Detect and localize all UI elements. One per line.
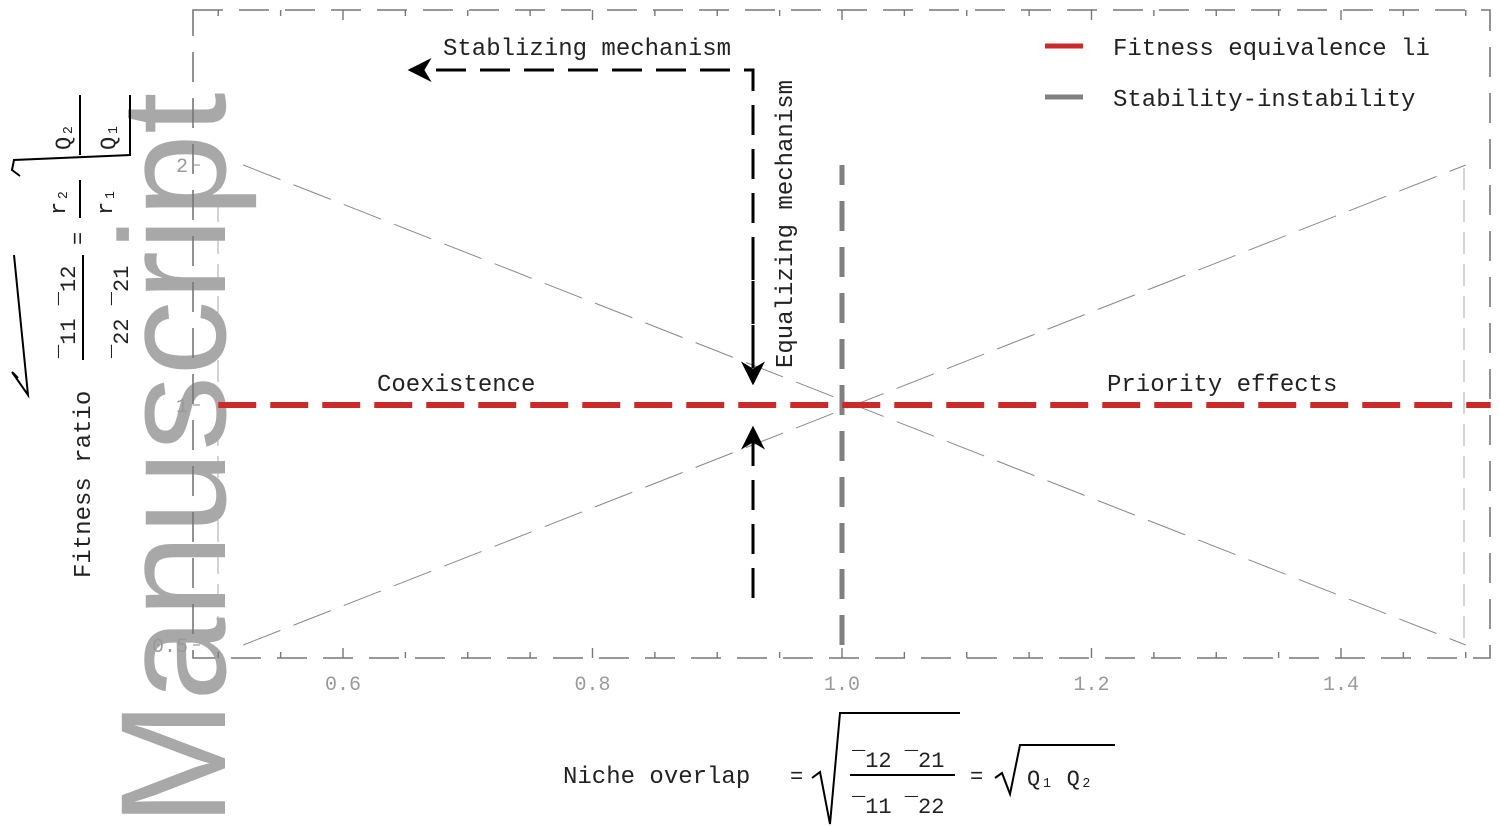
y-sqrt-bottom: Q₁ [97, 124, 122, 150]
coexistence-label: Coexistence [377, 372, 535, 399]
stabilizing-arrow [407, 58, 755, 355]
x-formula-equals-2: = [970, 765, 983, 790]
y-axis-title: Fitness ratio [71, 391, 98, 578]
y-sqrt-sign-2 [10, 95, 131, 177]
y-formula-equals: = [67, 232, 92, 245]
x-axis-label: Niche overlap = ‾12 ‾21 ‾11 ‾22 = Q₁ Q₂ [563, 712, 1115, 825]
top-ticks [217, 10, 1467, 20]
legend-label-stability: Stability-instability [1113, 87, 1415, 114]
x-sqrt-sign-2 [994, 744, 1115, 798]
x-tick-labels: 0.6 0.8 1.0 1.2 1.4 [325, 674, 1359, 697]
equalizing-label: Equalizing mechanism [773, 80, 800, 368]
y-frac-top: r₂ [47, 189, 72, 215]
y-sqrt-sign-1 [11, 254, 30, 399]
legend-label-fitness: Fitness equivalence li [1113, 36, 1430, 63]
x-tick-label: 0.8 [574, 674, 610, 697]
x-formula-equals-1: = [790, 765, 803, 790]
priority-effects-label: Priority effects [1107, 372, 1337, 399]
x-frac-top: ‾12 ‾21 [851, 749, 944, 774]
stabilizing-label: Stablizing mechanism [443, 36, 731, 63]
x-axis-title: Niche overlap [563, 764, 750, 791]
series-layer [218, 164, 1491, 646]
y-axis-label: Fitness ratio ‾11 ‾12 ‾22 ‾21 = r₂ r₁ Q₂… [10, 95, 135, 578]
x-product: Q₁ Q₂ [1027, 767, 1093, 792]
x-sqrt-sign-1 [811, 712, 960, 825]
x-frac-bottom: ‾11 ‾22 [851, 795, 944, 820]
watermark-text: Manuscript [89, 92, 257, 826]
y-frac-bottom: r₁ [94, 189, 119, 215]
x-tick-label: 1.0 [824, 674, 860, 697]
bottom-ticks [217, 648, 1467, 658]
y-tick-label: 2 [176, 156, 188, 179]
y-left-bottom: ‾22 ‾21 [110, 266, 135, 359]
y-sqrt-top: Q₂ [52, 124, 77, 150]
legend: Fitness equivalence li Stability-instabi… [1045, 36, 1430, 114]
y-left-top: ‾11 ‾12 [57, 266, 82, 359]
x-tick-label: 1.2 [1073, 674, 1109, 697]
y-tick-labels: 0.5 1 2 [152, 156, 200, 659]
x-tick-label: 0.6 [325, 674, 361, 697]
y-tick-label: 0.5 [152, 636, 188, 659]
x-tick-label: 1.4 [1323, 674, 1359, 697]
y-tick-label: 1 [176, 396, 188, 419]
